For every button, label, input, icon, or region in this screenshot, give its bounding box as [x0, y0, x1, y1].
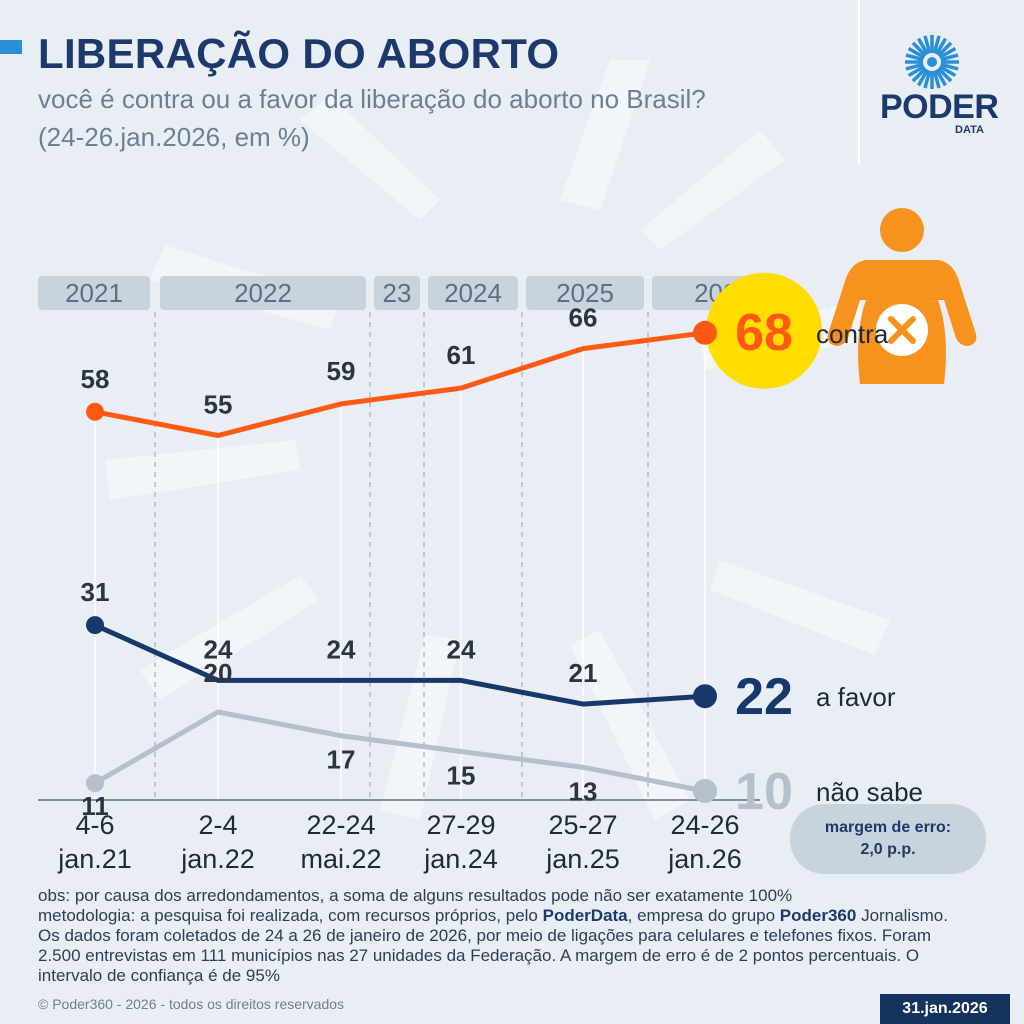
year-label-2021: 2021 — [38, 276, 150, 310]
data-label: 66 — [569, 303, 598, 333]
data-point-end — [693, 779, 717, 803]
margin-of-error-value: 2,0 p.p. — [860, 841, 916, 858]
page-subtitle-date: (24-26.jan.2026, em %) — [38, 122, 310, 152]
final-value-label: 10 — [735, 763, 793, 821]
data-label: 17 — [327, 745, 356, 775]
series-line-0 — [94, 330, 706, 438]
logo-subtext: DATA — [955, 124, 984, 136]
data-point-start — [86, 774, 104, 793]
data-label: 31 — [81, 577, 110, 607]
data-point-start — [86, 616, 104, 635]
data-label: 20 — [204, 658, 233, 688]
x-tick-label: jan.21 — [57, 844, 132, 874]
x-tick-label: mai.22 — [300, 844, 381, 874]
year-label-2022: 2022 — [160, 276, 366, 310]
x-tick-label: 4-6 — [75, 810, 114, 840]
data-label: 24 — [447, 634, 476, 664]
margin-of-error-label: margem de erro: — [824, 819, 952, 836]
data-label: 59 — [327, 356, 356, 386]
x-tick-label: jan.25 — [545, 844, 620, 874]
x-tick-label: 2-4 — [198, 810, 237, 840]
year-label-2023: 23 — [374, 276, 420, 310]
data-label: 24 — [327, 634, 356, 664]
woman-against-icon — [827, 208, 977, 384]
data-label: 58 — [81, 364, 110, 394]
data-point-end — [693, 320, 717, 345]
x-tick-label: jan.22 — [180, 844, 255, 874]
rounding-note: obs: por causa dos arredondamentos, a so… — [38, 886, 793, 905]
final-value-label: 68 — [735, 304, 793, 362]
data-label: 15 — [447, 761, 476, 791]
data-label: 11 — [81, 791, 109, 821]
x-tick-label: 24-26 — [670, 810, 739, 840]
margin-of-error-box: margem de erro: 2,0 p.p. — [790, 804, 986, 874]
data-label: 61 — [447, 340, 476, 370]
data-label: 13 — [569, 776, 598, 806]
data-point-start — [86, 402, 104, 421]
highlight-circle — [706, 272, 822, 389]
x-tick-label: 25-27 — [548, 810, 617, 840]
page-subtitle: você é contra ou a favor da liberação do… — [38, 84, 706, 114]
series-line-1 — [93, 622, 706, 707]
final-value-label: 22 — [735, 668, 793, 726]
x-tick-label: 27-29 — [426, 810, 495, 840]
logo-wordmark: PODER — [880, 88, 999, 126]
methodology-notes: obs: por causa dos arredondamentos, a so… — [38, 886, 968, 986]
page-title: LIBERAÇÃO DO ABORTO — [38, 30, 560, 77]
data-label: 55 — [204, 390, 233, 420]
series-name-label: contra — [816, 319, 889, 349]
year-label-2024: 2024 — [428, 276, 518, 310]
x-tick-label: jan.24 — [423, 844, 498, 874]
series-line-2 — [93, 709, 706, 794]
series-name-label: a favor — [816, 682, 896, 712]
poderdata-logo-icon — [905, 35, 959, 89]
series-name-label: não sabe — [816, 777, 923, 807]
logo-divider — [858, 0, 860, 165]
data-label: 24 — [204, 634, 233, 664]
year-label-2025: 2025 — [526, 276, 644, 310]
publication-date-badge: 31.jan.2026 — [880, 994, 1010, 1024]
methodology-text: metodologia: a pesquisa foi realizada, c… — [38, 906, 948, 985]
data-point-end — [693, 684, 717, 709]
copyright-text: © Poder360 - 2026 - todos os direitos re… — [38, 996, 345, 1012]
title-accent — [0, 40, 22, 54]
x-tick-label: jan.26 — [667, 844, 742, 874]
data-label: 21 — [569, 658, 598, 688]
x-tick-label: 22-24 — [306, 810, 375, 840]
